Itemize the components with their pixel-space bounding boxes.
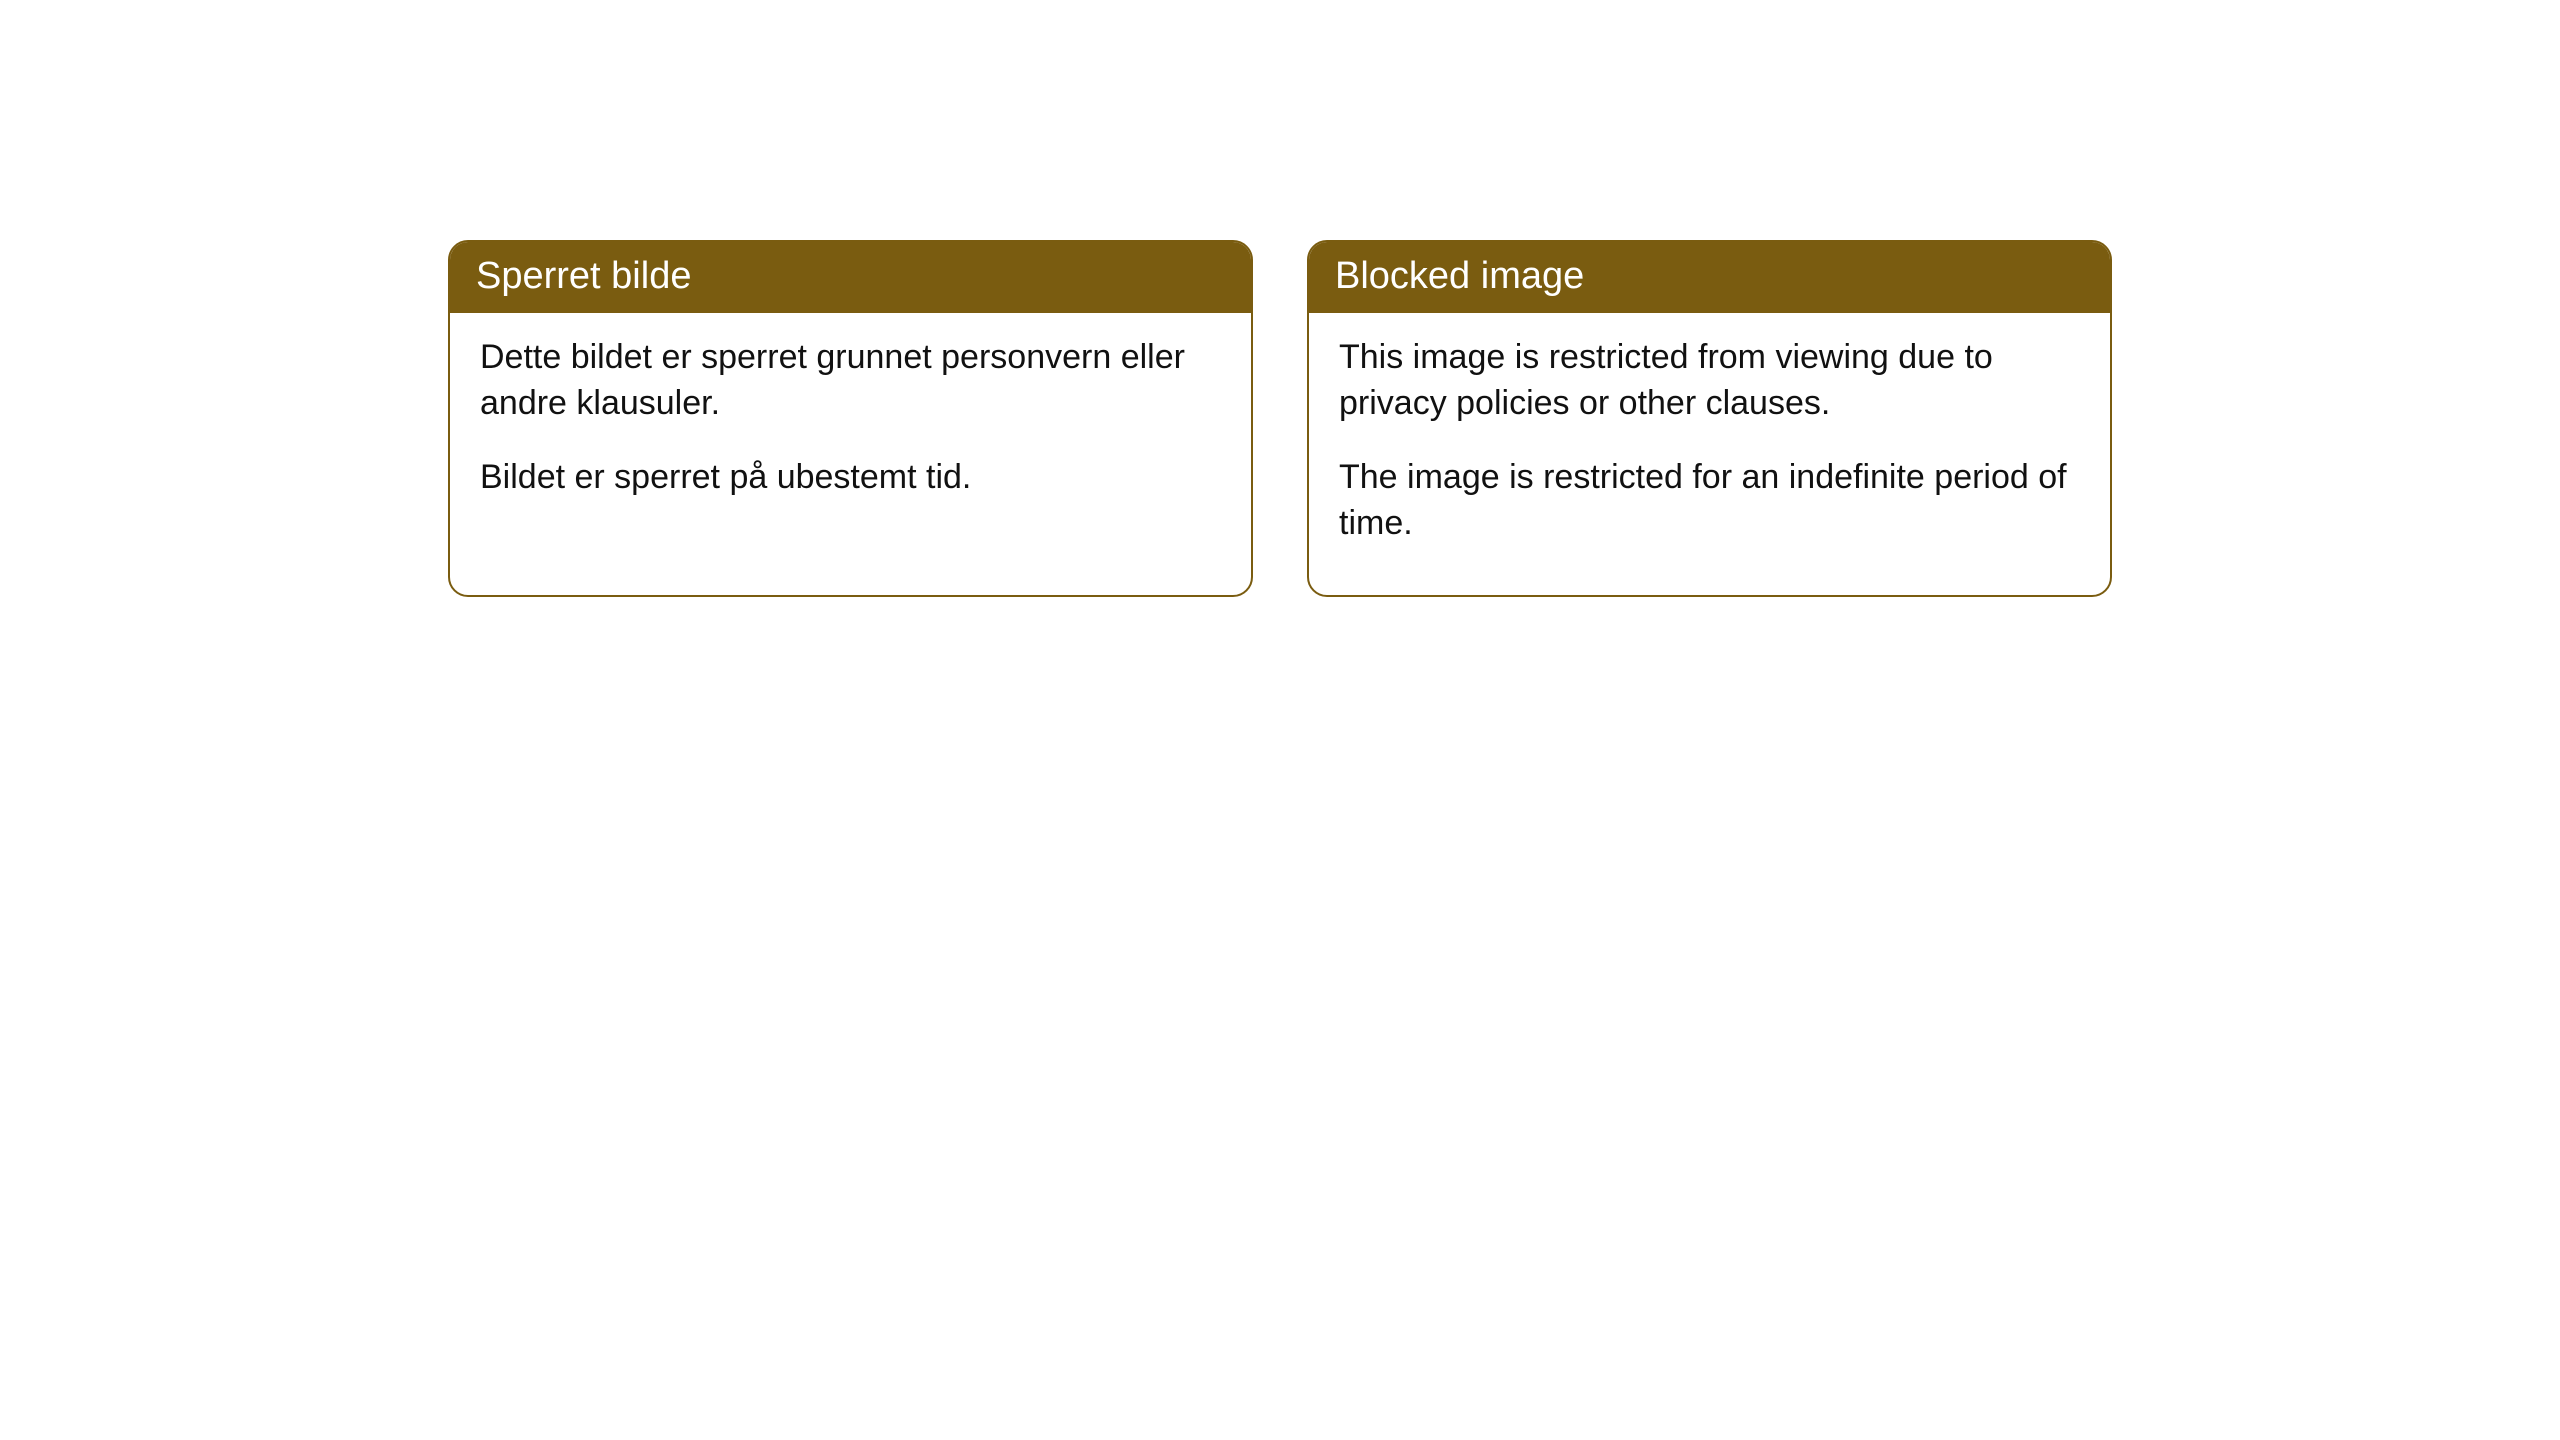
card-header: Blocked image — [1309, 242, 2110, 313]
notice-text-1: This image is restricted from viewing du… — [1339, 335, 2080, 427]
notice-card-norwegian: Sperret bilde Dette bildet er sperret gr… — [448, 240, 1253, 597]
notice-text-2: The image is restricted for an indefinit… — [1339, 455, 2080, 547]
notice-text-2: Bildet er sperret på ubestemt tid. — [480, 455, 1221, 501]
card-body: This image is restricted from viewing du… — [1309, 313, 2110, 595]
notice-card-english: Blocked image This image is restricted f… — [1307, 240, 2112, 597]
card-header: Sperret bilde — [450, 242, 1251, 313]
cards-container: Sperret bilde Dette bildet er sperret gr… — [0, 0, 2560, 597]
notice-text-1: Dette bildet er sperret grunnet personve… — [480, 335, 1221, 427]
card-body: Dette bildet er sperret grunnet personve… — [450, 313, 1251, 549]
